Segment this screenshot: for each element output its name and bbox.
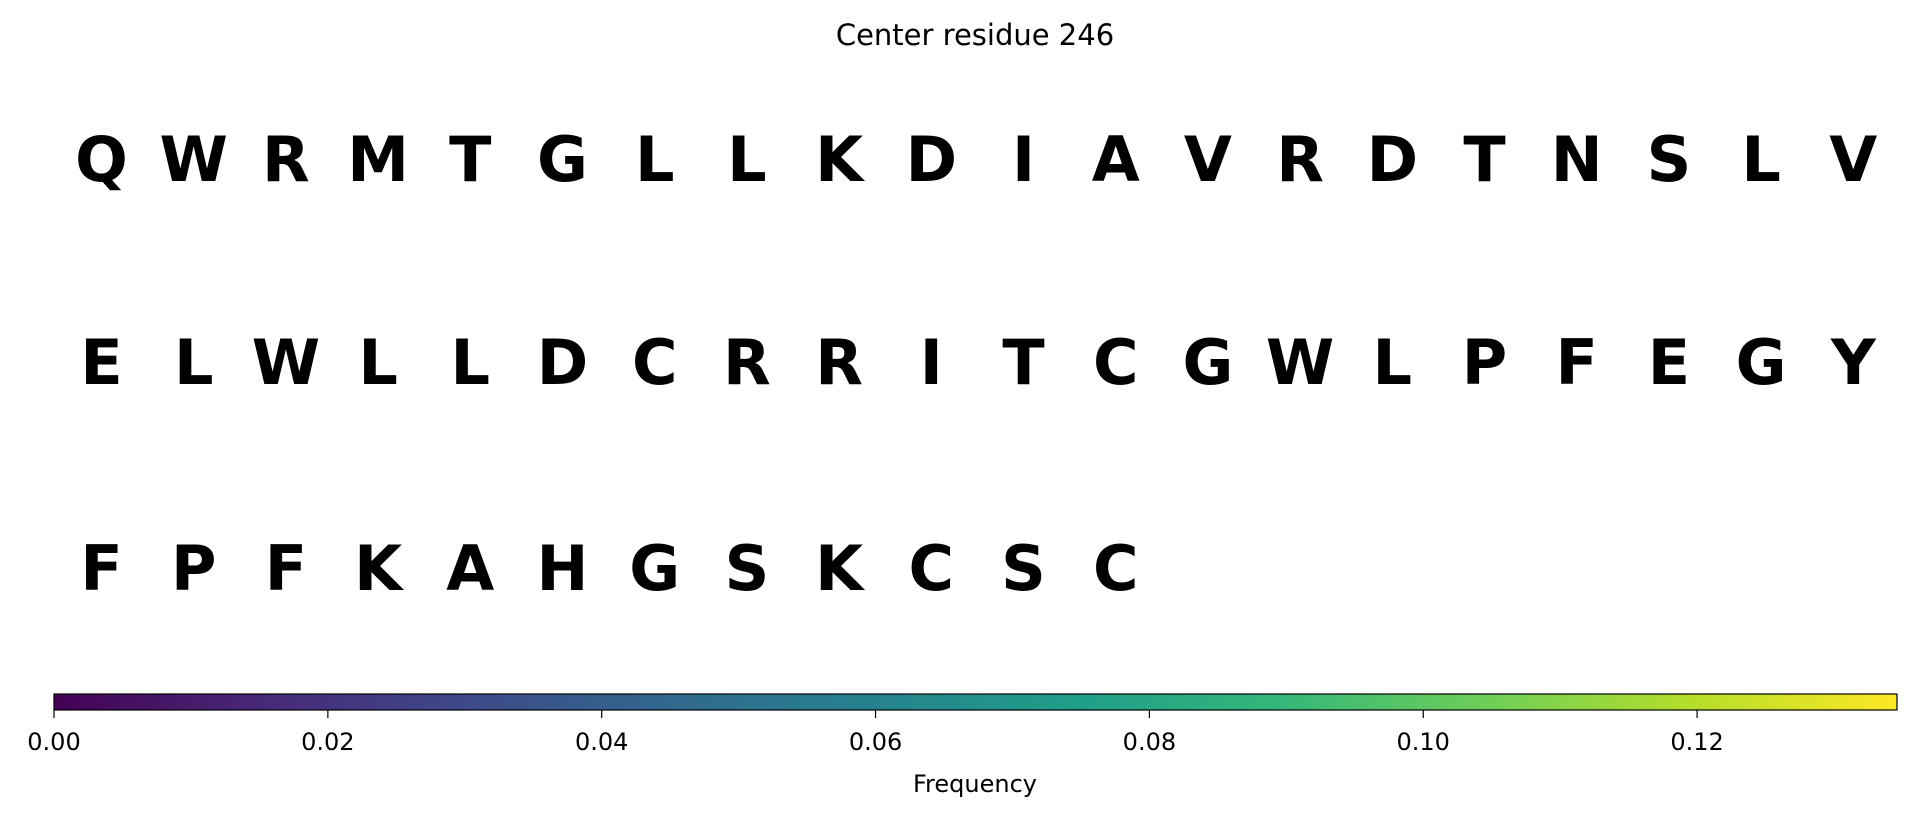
residue-letter: V — [1829, 123, 1877, 196]
residue-letter: R — [262, 123, 310, 196]
residue-letter: L — [1741, 123, 1781, 196]
residue-letter: L — [635, 123, 675, 196]
residue-letter: L — [451, 326, 491, 399]
colorbar-tick-label: 0.10 — [1397, 728, 1450, 756]
chart-title: Center residue 246 — [836, 18, 1114, 52]
residue-letter: T — [449, 123, 491, 196]
colorbar-tick-label: 0.04 — [575, 728, 628, 756]
residue-letter: D — [537, 326, 588, 399]
residue-letter: L — [358, 326, 398, 399]
residue-letter: K — [815, 532, 865, 605]
residue-letter: G — [1182, 326, 1233, 399]
residue-letter: W — [160, 123, 228, 196]
residue-letter: F — [1556, 326, 1598, 399]
residue-letter: C — [1093, 326, 1139, 399]
residue-letter: K — [815, 123, 865, 196]
residue-letter: V — [1184, 123, 1232, 196]
residue-letter: R — [815, 326, 863, 399]
residue-letter: R — [1276, 123, 1324, 196]
residue-letter: G — [629, 532, 680, 605]
residue-letter: Y — [1830, 326, 1877, 399]
residue-letter: G — [537, 123, 588, 196]
residue-letter: T — [1002, 326, 1044, 399]
residue-letter: F — [265, 532, 307, 605]
residue-letter: C — [1093, 532, 1139, 605]
residue-letter: H — [537, 532, 589, 605]
colorbar-label: Frequency — [913, 770, 1037, 798]
colorbar-tick-label: 0.02 — [301, 728, 354, 756]
residue-letter: S — [725, 532, 770, 605]
residue-letter: M — [347, 123, 409, 196]
residue-letter: T — [1463, 123, 1505, 196]
residue-letter: A — [1092, 123, 1140, 196]
residue-letter: D — [906, 123, 957, 196]
colorbar-tick-label: 0.12 — [1670, 728, 1723, 756]
residue-letter: S — [1001, 532, 1046, 605]
colorbar-tick-label: 0.06 — [849, 728, 902, 756]
residue-letter: K — [354, 532, 404, 605]
residue-letter: L — [1373, 326, 1413, 399]
residue-letter: D — [1367, 123, 1418, 196]
residue-letter: N — [1551, 123, 1603, 196]
residue-letter: C — [909, 532, 955, 605]
residue-letter: E — [80, 326, 122, 399]
residue-letter: P — [1462, 326, 1507, 399]
residue-letter: W — [252, 326, 320, 399]
residue-letter: Q — [75, 123, 128, 196]
residue-letter: I — [1012, 123, 1035, 196]
colorbar-tick-label: 0.08 — [1123, 728, 1176, 756]
residue-letter: L — [174, 326, 214, 399]
residue-letter: G — [1736, 326, 1787, 399]
residue-letter: P — [171, 532, 216, 605]
residue-letter: W — [1266, 326, 1334, 399]
residue-letter: S — [1647, 123, 1692, 196]
colorbar — [53, 693, 1898, 711]
colorbar-tick-label: 0.00 — [27, 728, 80, 756]
residue-letter: L — [727, 123, 767, 196]
residue-letter: C — [632, 326, 678, 399]
residue-letter: E — [1648, 326, 1690, 399]
residue-letter: F — [80, 532, 122, 605]
residue-letter: I — [920, 326, 943, 399]
residue-letter: A — [446, 532, 494, 605]
residue-letter: R — [723, 326, 771, 399]
